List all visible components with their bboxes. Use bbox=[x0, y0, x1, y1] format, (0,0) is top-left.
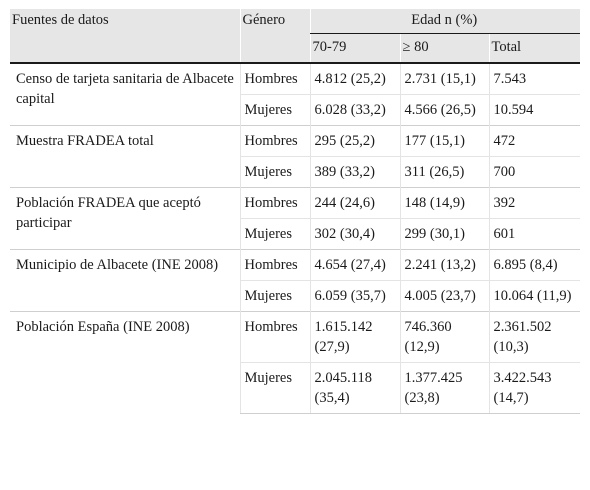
data-sources-table: Fuentes de datos Género Edad n (%) 70-79… bbox=[10, 9, 580, 414]
source-cell: Censo de tarjeta sanitaria de Albacete c… bbox=[10, 62, 240, 126]
age-70-79-cell: 4.654 (27,4) bbox=[309, 249, 400, 281]
header-gender: Género bbox=[239, 9, 310, 63]
header-row-top: Fuentes de datos Género Edad n (%) bbox=[10, 9, 580, 63]
gender-cell: Mujeres bbox=[239, 362, 310, 414]
age-70-79-cell: 389 (33,2) bbox=[309, 156, 400, 188]
table-row: Población FRADEA que aceptó participar H… bbox=[10, 187, 580, 250]
table-body: Censo de tarjeta sanitaria de Albacete c… bbox=[10, 62, 580, 414]
gender-cell: Hombres bbox=[239, 62, 310, 95]
gender-cell: Hombres bbox=[239, 125, 310, 157]
table-row: Mujeres 302 (30,4) 299 (30,1) 601 bbox=[10, 218, 580, 250]
gender-cell: Mujeres bbox=[239, 94, 310, 126]
total-cell: 472 bbox=[488, 125, 580, 157]
total-cell: 2.361.502 (10,3) bbox=[488, 311, 580, 363]
source-cell: Muestra FRADEA total bbox=[10, 125, 240, 188]
age-80-plus-cell: 2.241 (13,2) bbox=[399, 249, 489, 281]
total-cell: 10.594 bbox=[488, 94, 580, 126]
gender-cell: Hombres bbox=[239, 249, 310, 281]
total-cell: 10.064 (11,9) bbox=[488, 280, 580, 312]
source-cell: Municipio de Albacete (INE 2008) bbox=[10, 249, 240, 312]
total-cell: 7.543 bbox=[488, 62, 580, 95]
header-age-group: Edad n (%) bbox=[309, 9, 580, 34]
age-80-plus-cell: 4.566 (26,5) bbox=[399, 94, 489, 126]
age-70-79-cell: 6.059 (35,7) bbox=[309, 280, 400, 312]
age-70-79-cell: 6.028 (33,2) bbox=[309, 94, 400, 126]
header-total: Total bbox=[488, 33, 580, 63]
table-row: Mujeres 389 (33,2) 311 (26,5) 700 bbox=[10, 156, 580, 188]
table-row: Muestra FRADEA total Hombres 295 (25,2) … bbox=[10, 125, 580, 188]
gender-cell: Mujeres bbox=[239, 280, 310, 312]
age-70-79-cell: 302 (30,4) bbox=[309, 218, 400, 250]
table-row: Mujeres 2.045.118 (35,4) 1.377.425 (23,8… bbox=[10, 362, 580, 414]
total-cell: 392 bbox=[488, 187, 580, 219]
table-row: Mujeres 6.028 (33,2) 4.566 (26,5) 10.594 bbox=[10, 94, 580, 126]
age-80-plus-cell: 299 (30,1) bbox=[399, 218, 489, 250]
table-row: Población España (INE 2008) Hombres 1.61… bbox=[10, 311, 580, 414]
age-80-plus-cell: 2.731 (15,1) bbox=[399, 62, 489, 95]
age-70-79-cell: 4.812 (25,2) bbox=[309, 62, 400, 95]
age-70-79-cell: 2.045.118 (35,4) bbox=[309, 362, 400, 414]
header-age-70-79: 70-79 bbox=[309, 33, 400, 63]
table-row: Censo de tarjeta sanitaria de Albacete c… bbox=[10, 62, 580, 126]
age-70-79-cell: 244 (24,6) bbox=[309, 187, 400, 219]
age-80-plus-cell: 311 (26,5) bbox=[399, 156, 489, 188]
gender-cell: Hombres bbox=[239, 311, 310, 363]
age-80-plus-cell: 1.377.425 (23,8) bbox=[399, 362, 489, 414]
total-cell: 700 bbox=[488, 156, 580, 188]
gender-cell: Mujeres bbox=[239, 156, 310, 188]
age-80-plus-cell: 177 (15,1) bbox=[399, 125, 489, 157]
age-80-plus-cell: 148 (14,9) bbox=[399, 187, 489, 219]
source-cell: Población España (INE 2008) bbox=[10, 311, 240, 414]
total-cell: 6.895 (8,4) bbox=[488, 249, 580, 281]
header-age-80-plus: ≥ 80 bbox=[399, 33, 489, 63]
age-80-plus-cell: 4.005 (23,7) bbox=[399, 280, 489, 312]
age-70-79-cell: 1.615.142 (27,9) bbox=[309, 311, 400, 363]
gender-cell: Hombres bbox=[239, 187, 310, 219]
table-row: Municipio de Albacete (INE 2008) Hombres… bbox=[10, 249, 580, 312]
table-row: Mujeres 6.059 (35,7) 4.005 (23,7) 10.064… bbox=[10, 280, 580, 312]
total-cell: 601 bbox=[488, 218, 580, 250]
gender-cell: Mujeres bbox=[239, 218, 310, 250]
total-cell: 3.422.543 (14,7) bbox=[488, 362, 580, 414]
header-data-sources: Fuentes de datos bbox=[12, 12, 109, 28]
source-cell: Población FRADEA que aceptó participar bbox=[10, 187, 240, 250]
age-70-79-cell: 295 (25,2) bbox=[309, 125, 400, 157]
age-80-plus-cell: 746.360 (12,9) bbox=[399, 311, 489, 363]
